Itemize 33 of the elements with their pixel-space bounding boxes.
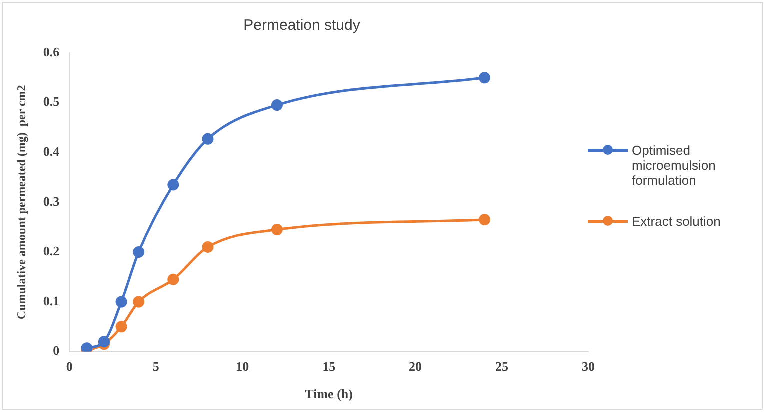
x-tick-label: 20 xyxy=(409,358,422,374)
x-axis-title: Time (h) xyxy=(305,386,353,402)
legend-label: Optimised microemulsion formulation xyxy=(632,143,717,188)
y-tick-label: 0.3 xyxy=(43,194,60,209)
y-tick-label: 0.5 xyxy=(43,94,60,110)
point xyxy=(116,321,128,333)
y-tick-label: 0.4 xyxy=(43,144,60,159)
x-tick-label: 10 xyxy=(236,358,250,374)
point xyxy=(478,72,490,84)
point xyxy=(81,342,93,352)
point xyxy=(116,296,128,308)
point xyxy=(168,179,180,191)
x-tick-label: 0 xyxy=(66,358,73,374)
y-tick-label: 0.6 xyxy=(43,44,60,60)
y-tick-label: 0 xyxy=(53,343,60,358)
point xyxy=(133,296,145,308)
point xyxy=(478,214,490,226)
point xyxy=(271,224,283,236)
y-tick-label: 0.2 xyxy=(43,244,60,259)
x-tick-label: 25 xyxy=(496,358,510,374)
point xyxy=(202,133,214,145)
y-axis-title: Cumulative amount permeated (mg) per cm2 xyxy=(14,85,28,320)
point xyxy=(271,100,283,112)
y-tick-label: 0.1 xyxy=(43,293,60,308)
point xyxy=(98,336,110,348)
chart-title: Permeation study xyxy=(244,17,361,34)
point xyxy=(133,246,145,258)
point xyxy=(202,241,214,253)
x-tick-label: 15 xyxy=(322,358,336,374)
legend-label: Extract solution xyxy=(632,214,721,229)
x-tick-label: 5 xyxy=(152,358,160,374)
point xyxy=(168,274,180,286)
x-tick-label: 30 xyxy=(582,358,595,374)
